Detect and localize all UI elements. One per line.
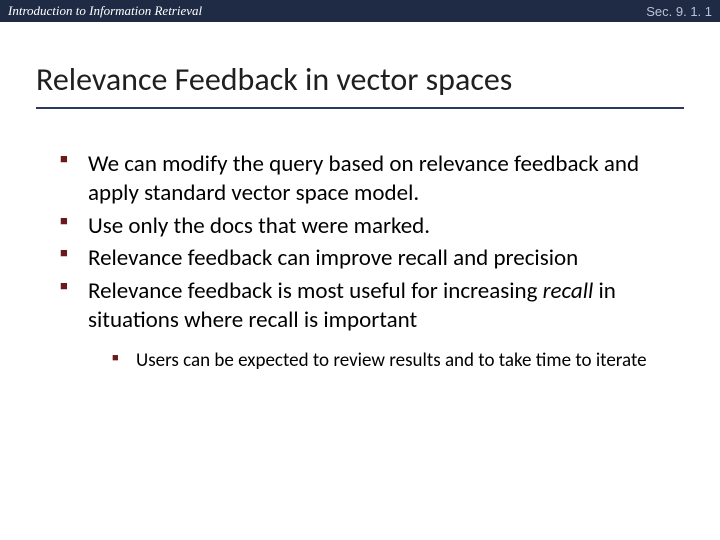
bullet-item: Relevance feedback is most useful for in… (60, 277, 670, 372)
bullet-text: Relevance feedback can improve recall an… (88, 244, 578, 272)
title-underline (36, 107, 684, 109)
bullet-item: Use only the docs that were marked. (60, 212, 670, 241)
title-area: Relevance Feedback in vector spaces (36, 60, 684, 109)
bullet-item: We can modify the query based on relevan… (60, 150, 670, 208)
header-left-text: Introduction to Information Retrieval (8, 3, 202, 19)
bullet-text: We can modify the query based on relevan… (88, 150, 639, 207)
bullet-text-before: Relevance feedback is most useful for in… (88, 277, 543, 305)
bullet-item: Relevance feedback can improve recall an… (60, 244, 670, 273)
bullet-text: Use only the docs that were marked. (88, 212, 430, 240)
sub-bullet-list: Users can be expected to review results … (112, 349, 670, 373)
bullet-text-emph: recall (543, 277, 594, 305)
slide-title: Relevance Feedback in vector spaces (36, 60, 684, 105)
header-section-label: Sec. 9. 1. 1 (646, 4, 712, 19)
content-area: We can modify the query based on relevan… (60, 150, 670, 376)
header-bar: Introduction to Information Retrieval Se… (0, 0, 720, 22)
slide: Introduction to Information Retrieval Se… (0, 0, 720, 540)
sub-bullet-item: Users can be expected to review results … (112, 349, 670, 373)
bullet-list: We can modify the query based on relevan… (60, 150, 670, 372)
sub-bullet-text: Users can be expected to review results … (136, 349, 647, 372)
